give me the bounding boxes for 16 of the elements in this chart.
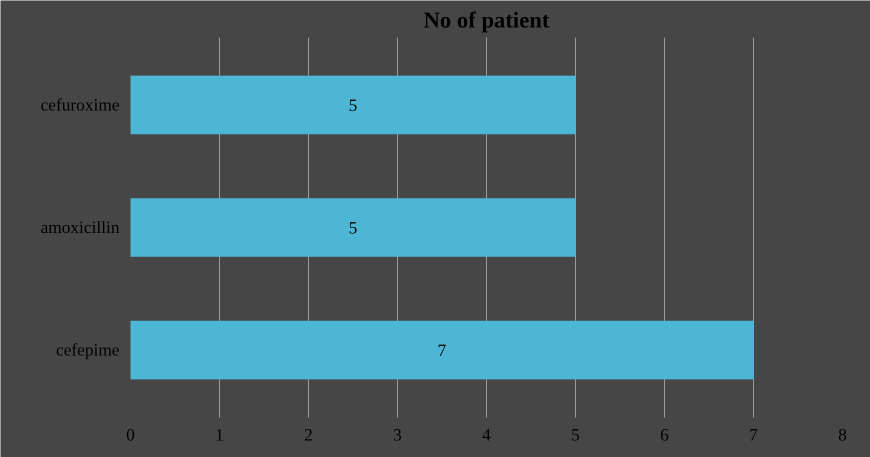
data-label: 5 (348, 96, 358, 115)
y-tick-label: cefepime (56, 340, 120, 360)
chart-title: No of patient (424, 8, 550, 32)
y-tick-label: amoxicillin (40, 218, 120, 237)
data-label: 5 (348, 218, 358, 238)
x-tick-label: 4 (482, 426, 492, 444)
y-tick-label: cefuroxime (40, 95, 120, 114)
x-tick-label: 0 (126, 426, 135, 444)
x-tick-label: 6 (660, 426, 670, 444)
x-tick-label: 7 (749, 426, 758, 444)
x-tick-label: 1 (215, 426, 224, 444)
x-tick-label: 3 (393, 426, 402, 444)
x-tick-label: 2 (304, 426, 313, 444)
x-tick-label: 8 (838, 426, 847, 444)
data-label: 7 (438, 341, 447, 360)
x-tick-label: 5 (571, 426, 580, 444)
